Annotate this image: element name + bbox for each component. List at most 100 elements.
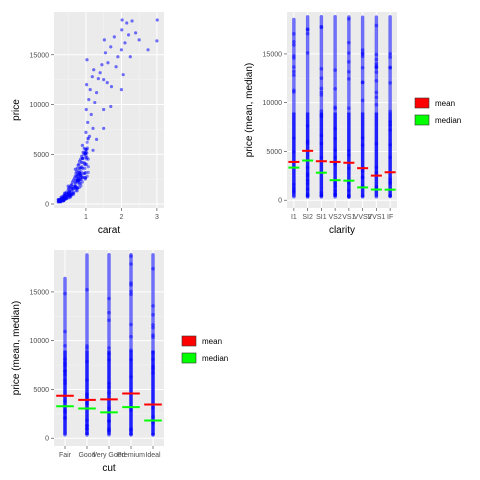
data-point — [319, 133, 324, 138]
data-point — [86, 165, 90, 169]
data-point — [83, 176, 88, 180]
legend-label: median — [435, 116, 461, 125]
data-point — [151, 370, 155, 375]
data-point — [81, 156, 85, 161]
data-point — [151, 304, 155, 308]
data-point — [85, 426, 89, 431]
data-point — [61, 199, 66, 203]
data-point — [83, 177, 87, 181]
data-point — [333, 184, 337, 189]
data-point — [61, 199, 65, 203]
data-point — [347, 70, 351, 74]
data-point — [90, 75, 94, 79]
data-point — [319, 25, 324, 30]
data-point — [305, 139, 310, 143]
data-point — [74, 188, 78, 193]
legend-key-median — [181, 352, 197, 364]
data-point — [61, 198, 65, 202]
data-point — [86, 136, 90, 140]
data-point — [77, 174, 81, 179]
y-tick-label: 15000 — [30, 52, 50, 59]
data-point — [72, 190, 76, 195]
data-point — [347, 153, 351, 157]
data-point — [109, 85, 114, 89]
data-point — [85, 391, 89, 396]
data-point — [83, 163, 88, 167]
data-point — [70, 188, 74, 192]
data-point — [360, 175, 365, 179]
data-point — [374, 90, 379, 95]
data-point — [75, 186, 79, 191]
plot-background — [287, 12, 397, 208]
data-point — [360, 48, 365, 52]
data-point — [107, 419, 111, 424]
data-point — [374, 95, 379, 100]
data-point — [319, 191, 324, 195]
data-point — [57, 198, 61, 202]
data-point — [79, 181, 83, 186]
data-point — [85, 431, 89, 436]
data-point — [75, 180, 79, 184]
data-point — [60, 198, 64, 202]
data-point — [151, 421, 155, 425]
data-point — [75, 172, 80, 177]
data-point — [58, 197, 63, 202]
data-point — [76, 178, 80, 182]
data-point — [85, 344, 89, 348]
data-point — [85, 58, 89, 62]
data-point — [102, 107, 106, 112]
data-point — [292, 73, 296, 77]
data-point — [119, 48, 124, 52]
data-point — [85, 359, 89, 364]
data-point — [68, 195, 72, 199]
data-point — [75, 174, 79, 178]
data-point — [89, 112, 93, 117]
data-point — [78, 178, 83, 182]
data-point — [77, 178, 81, 182]
data-point — [125, 21, 129, 25]
data-point — [374, 52, 379, 57]
data-point — [81, 156, 85, 161]
data-point — [360, 52, 365, 56]
data-point — [69, 190, 74, 194]
data-point — [85, 156, 89, 160]
data-point — [60, 196, 65, 200]
data-point — [62, 195, 66, 199]
data-point — [319, 155, 324, 160]
data-point — [60, 198, 64, 202]
data-point — [65, 191, 70, 195]
data-point — [76, 177, 80, 181]
data-point — [76, 176, 80, 180]
data-point — [80, 160, 84, 164]
data-point — [121, 73, 125, 77]
data-point — [80, 164, 84, 169]
data-point — [84, 107, 88, 112]
data-point — [292, 32, 296, 36]
data-point — [59, 200, 63, 204]
data-point — [62, 197, 66, 202]
data-point — [64, 197, 68, 201]
x-tick-label: SI1 — [316, 214, 327, 221]
data-point — [78, 181, 82, 185]
data-point — [59, 199, 63, 203]
data-point — [347, 51, 351, 55]
data-point — [98, 71, 102, 75]
data-point — [78, 171, 82, 175]
y-axis-title: price (mean, median) — [11, 301, 22, 395]
data-point — [81, 175, 85, 180]
data-point — [58, 200, 63, 204]
data-point — [88, 88, 92, 92]
data-point — [56, 200, 60, 204]
data-point — [319, 193, 324, 198]
data-point — [347, 148, 351, 153]
data-point — [292, 90, 296, 94]
data-point — [94, 137, 99, 141]
x-tick-label: 1 — [84, 214, 88, 221]
data-point — [333, 148, 337, 152]
x-tick-label: Ideal — [145, 452, 161, 459]
legend-label: mean — [435, 99, 455, 108]
data-point — [83, 171, 87, 176]
data-point — [60, 197, 64, 201]
data-point — [305, 31, 310, 36]
data-point — [67, 193, 71, 198]
